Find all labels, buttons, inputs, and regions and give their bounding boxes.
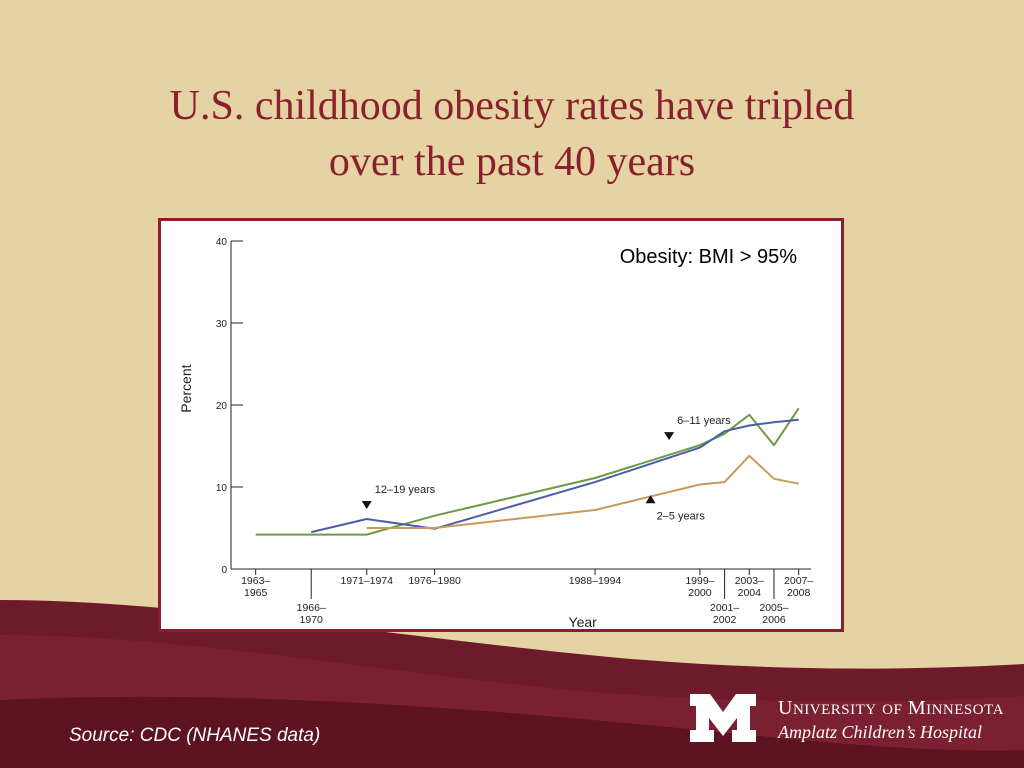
x-tick-label: 1970 (300, 614, 324, 626)
x-tick-label: 1988–1994 (569, 575, 622, 587)
university-name: UNIVERSITY OF MINNESOTA (778, 697, 1004, 719)
x-tick-label: 2006 (762, 614, 786, 626)
chart-annotation: Obesity: BMI > 95% (620, 246, 798, 268)
chart-frame: 0 10 20 30 40 Percent 1963– 1965 1966– 1970 1971–1… (158, 218, 844, 632)
x-axis-label: Year (569, 614, 598, 629)
x-tick-label: 1963– (241, 575, 270, 587)
source-note: Source: CDC (NHANES data) (69, 725, 321, 746)
label-marker-triangle-up (645, 495, 656, 504)
y-tick-label: 20 (216, 401, 228, 412)
slide-title-line-2: over the past 40 years (328, 139, 696, 185)
slide-title: U.S. childhood obesity rates have triple… (0, 78, 1024, 190)
y-tick-label: 10 (216, 483, 228, 494)
x-tick-label: 1971–1974 (340, 575, 393, 587)
x-tick-label: 2005– (759, 602, 788, 614)
x-tick-label: 2003– (735, 575, 764, 587)
x-tick-label: 2000 (688, 587, 712, 599)
slide-title-line-1: U.S. childhood obesity rates have triple… (169, 83, 855, 129)
y-axis-label: Percent (178, 364, 194, 412)
series-line-12-19-years (255, 407, 800, 536)
obesity-line-chart: 0 10 20 30 40 Percent 1963–1965 1966–1970 1971–1… (178, 237, 813, 629)
x-tick-label: 2008 (787, 587, 811, 599)
x-tick-label: 1966– (297, 602, 326, 614)
label-marker-triangle-down (361, 500, 372, 509)
series-label: 12–19 years (375, 484, 436, 496)
series-label: 2–5 years (657, 510, 706, 522)
x-tick-label: 2004 (738, 587, 762, 599)
x-tick-label: 1965 (244, 587, 268, 599)
y-tick-label: 30 (216, 319, 228, 330)
series-line-6-11-years (310, 418, 799, 534)
x-tick-label: 2002 (713, 614, 737, 626)
y-tick-label: 40 (216, 237, 228, 248)
hospital-name: Amplatz Children’s Hospital (778, 722, 983, 742)
y-tick-label: 0 (221, 565, 227, 576)
series-line-2-5-years (366, 454, 799, 529)
university-m-logo (690, 694, 756, 742)
x-tick-label: 1976–1980 (408, 575, 461, 587)
series-label: 6–11 years (677, 415, 731, 427)
x-tick-label: 2007– (784, 575, 813, 587)
label-marker-triangle-down (664, 432, 675, 441)
x-tick-label: 1999– (685, 575, 714, 587)
x-tick-label: 2001– (710, 602, 739, 614)
